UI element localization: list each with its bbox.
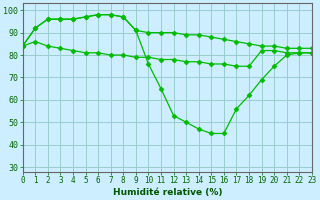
X-axis label: Humidité relative (%): Humidité relative (%) — [113, 188, 222, 197]
